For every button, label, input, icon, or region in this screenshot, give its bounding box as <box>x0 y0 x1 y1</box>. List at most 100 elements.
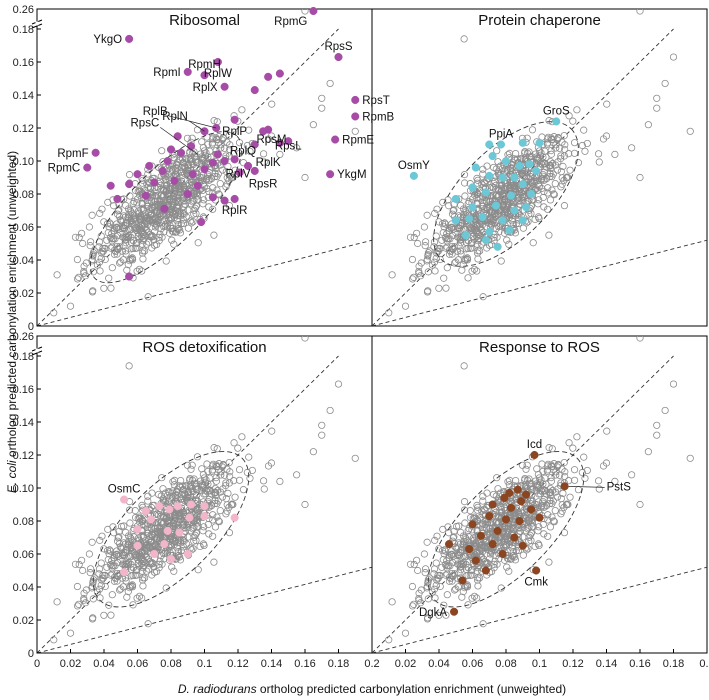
label-leader-line <box>188 120 205 132</box>
background-point <box>511 556 520 564</box>
background-point <box>157 512 165 520</box>
background-point <box>472 225 480 233</box>
background-point <box>455 539 463 547</box>
highlight-point <box>275 138 284 147</box>
background-point <box>519 551 527 559</box>
background-point <box>515 193 523 201</box>
background-point <box>434 571 442 580</box>
background-point <box>431 536 439 544</box>
background-point <box>440 601 448 609</box>
background-point <box>193 126 202 134</box>
background-point <box>96 536 104 544</box>
background-point <box>669 380 678 388</box>
background-point <box>88 582 96 591</box>
background-point <box>537 486 545 495</box>
background-point <box>192 157 200 165</box>
axis-break-gap <box>35 348 39 353</box>
background-point <box>202 149 210 157</box>
background-point <box>509 221 517 229</box>
reference-line-lower <box>37 566 372 653</box>
background-point <box>583 139 591 148</box>
y-tick-label: 0.02 <box>13 288 34 300</box>
background-point <box>388 271 396 279</box>
background-point <box>449 231 457 240</box>
background-point <box>505 240 513 248</box>
highlight-point <box>200 512 209 521</box>
background-point <box>441 547 450 555</box>
background-point <box>525 153 534 161</box>
background-point <box>239 486 248 494</box>
background-point <box>441 220 450 228</box>
background-point <box>248 466 256 475</box>
background-point <box>268 427 276 435</box>
background-point <box>555 471 564 479</box>
background-point <box>151 531 159 539</box>
background-point <box>542 480 550 488</box>
background-point <box>155 560 163 568</box>
background-point <box>451 543 459 551</box>
background-point <box>114 231 122 240</box>
background-point <box>199 527 207 535</box>
highlight-point <box>445 540 454 549</box>
background-point <box>138 521 146 529</box>
background-point <box>445 246 454 254</box>
background-point <box>509 548 517 556</box>
background-point <box>553 166 562 174</box>
background-point <box>106 546 114 554</box>
background-point <box>431 267 439 275</box>
background-point <box>441 546 449 554</box>
highlight-point <box>125 34 134 43</box>
background-point <box>385 309 393 317</box>
background-point <box>108 237 116 245</box>
background-point <box>174 225 182 233</box>
background-point <box>559 162 567 170</box>
background-point <box>476 232 485 240</box>
highlight-point <box>141 191 150 200</box>
point-label: RpsC <box>131 117 160 129</box>
confidence-ellipse <box>433 121 579 267</box>
background-point <box>468 594 476 602</box>
background-point <box>442 284 450 292</box>
background-point <box>106 220 115 228</box>
background-point <box>75 560 83 569</box>
background-point <box>519 169 527 177</box>
background-point <box>167 170 176 178</box>
background-point <box>309 121 317 129</box>
highlight-point <box>496 140 506 149</box>
background-point <box>551 180 559 188</box>
background-point <box>461 192 469 200</box>
point-label: RpmE <box>342 135 374 147</box>
background-point <box>204 520 212 529</box>
background-point <box>478 221 487 229</box>
background-point <box>686 454 694 462</box>
background-point <box>527 484 535 492</box>
highlight-point <box>481 188 490 197</box>
background-point <box>455 522 463 530</box>
highlight-point <box>141 507 150 516</box>
background-point <box>205 495 213 503</box>
background-point <box>222 479 230 487</box>
background-point <box>501 208 510 216</box>
background-point <box>88 255 96 264</box>
y-tick-label: 0.08 <box>13 189 34 201</box>
background-point <box>560 529 569 537</box>
point-label: RpmI <box>153 67 180 79</box>
background-point <box>154 519 162 527</box>
background-point <box>156 230 164 238</box>
background-point <box>117 585 125 593</box>
background-point <box>53 271 61 279</box>
background-point <box>540 495 548 503</box>
background-point <box>210 117 218 125</box>
background-point <box>502 205 510 213</box>
background-point <box>456 247 465 255</box>
background-point <box>200 523 208 531</box>
background-point <box>223 180 231 188</box>
highlight-point <box>275 69 284 78</box>
point-label: PstS <box>607 481 632 493</box>
background-point <box>489 519 497 527</box>
background-point <box>162 216 170 224</box>
background-point <box>549 497 557 505</box>
background-point <box>443 264 451 272</box>
background-point <box>264 462 273 470</box>
background-point <box>494 158 502 166</box>
